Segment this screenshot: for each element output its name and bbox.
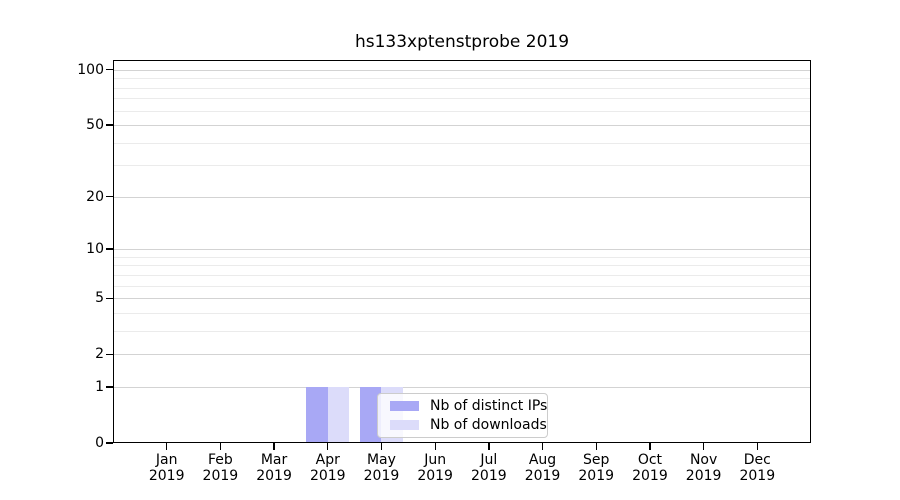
y-tick-mark bbox=[106, 353, 113, 355]
gridline-major bbox=[113, 69, 811, 71]
x-tick-mark bbox=[327, 443, 329, 450]
gridline-minor bbox=[113, 87, 811, 89]
bar-downloads bbox=[327, 386, 350, 443]
y-tick-mark bbox=[106, 69, 113, 71]
x-tick-mark bbox=[756, 443, 758, 450]
gridline-major bbox=[113, 354, 811, 356]
x-tick-mark bbox=[219, 443, 222, 450]
x-tick-label: Mar 2019 bbox=[256, 452, 292, 484]
y-tick-mark bbox=[106, 196, 113, 198]
bar-distinct-ips bbox=[306, 386, 328, 443]
gridline-minor bbox=[113, 110, 811, 112]
x-tick-label: Sep 2019 bbox=[578, 452, 615, 484]
x-tick-label: Nov 2019 bbox=[685, 452, 722, 484]
x-tick-mark bbox=[703, 443, 705, 450]
gridline-minor bbox=[113, 98, 811, 100]
y-tick-mark bbox=[106, 124, 113, 126]
legend-swatch-distinct-ips bbox=[390, 401, 419, 411]
y-tick-label: 0 bbox=[95, 435, 104, 451]
y-tick-mark bbox=[106, 248, 113, 250]
x-tick-mark bbox=[434, 443, 436, 450]
gridline-major bbox=[113, 196, 811, 198]
x-tick-mark bbox=[649, 443, 651, 450]
gridline-major bbox=[113, 125, 811, 127]
legend: Nb of distinct IPs Nb of downloads bbox=[377, 393, 548, 438]
y-tick-label: 2 bbox=[95, 346, 104, 363]
legend-label-downloads: Nb of downloads bbox=[430, 417, 547, 433]
bar-distinct-ips bbox=[359, 386, 382, 443]
legend-label-distinct-ips: Nb of distinct IPs bbox=[430, 398, 548, 414]
legend-swatch-downloads bbox=[390, 420, 419, 430]
y-tick-label: 1 bbox=[95, 378, 104, 395]
x-tick-label: Dec 2019 bbox=[739, 452, 776, 484]
gridline-major bbox=[113, 249, 811, 251]
x-tick-label: May 2019 bbox=[363, 452, 400, 484]
gridline-minor bbox=[113, 165, 811, 167]
x-tick-mark bbox=[273, 443, 275, 450]
x-tick-mark bbox=[541, 443, 544, 450]
gridline-minor bbox=[113, 330, 811, 332]
y-tick-label: 20 bbox=[86, 188, 104, 205]
legend-item-downloads: Nb of downloads bbox=[384, 417, 547, 434]
x-tick-label: Oct 2019 bbox=[632, 452, 668, 484]
x-tick-mark bbox=[595, 443, 597, 450]
gridline-minor bbox=[113, 78, 811, 80]
x-tick-label: Aug 2019 bbox=[524, 452, 561, 484]
x-tick-mark bbox=[166, 443, 168, 450]
gridline-minor bbox=[113, 256, 811, 258]
gridline-major bbox=[113, 298, 811, 300]
legend-item-distinct-ips: Nb of distinct IPs bbox=[384, 398, 547, 415]
gridline-major bbox=[113, 386, 811, 388]
gridline-minor bbox=[113, 142, 811, 144]
x-tick-mark bbox=[380, 443, 383, 450]
gridline-minor bbox=[113, 265, 811, 267]
y-tick-mark bbox=[106, 442, 113, 444]
y-tick-mark bbox=[106, 386, 113, 388]
x-tick-label: Feb 2019 bbox=[202, 452, 239, 484]
y-tick-label: 100 bbox=[77, 61, 104, 78]
x-tick-label: Apr 2019 bbox=[309, 452, 346, 484]
gridline-minor bbox=[113, 274, 811, 276]
x-tick-label: Jan 2019 bbox=[148, 452, 185, 484]
y-tick-label: 5 bbox=[95, 290, 104, 307]
y-tick-label: 10 bbox=[86, 241, 104, 258]
y-tick-mark bbox=[106, 297, 113, 299]
x-tick-mark bbox=[488, 443, 490, 450]
gridline-minor bbox=[113, 285, 811, 287]
x-tick-label: Jul 2019 bbox=[471, 452, 507, 484]
y-tick-label: 50 bbox=[86, 117, 104, 134]
plot-area: Nb of distinct IPs Nb of downloads bbox=[113, 60, 811, 443]
x-tick-label: Jun 2019 bbox=[417, 452, 453, 484]
gridline-minor bbox=[113, 312, 811, 314]
plot-border bbox=[113, 60, 811, 443]
chart-title: hs133xptenstprobe 2019 bbox=[354, 32, 570, 52]
